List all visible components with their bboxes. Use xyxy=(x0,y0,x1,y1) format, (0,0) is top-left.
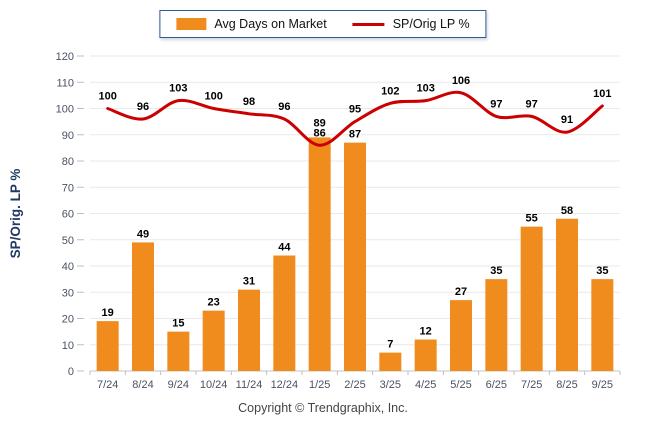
x-tick-label: 11/24 xyxy=(236,379,263,391)
line-value-label: 101 xyxy=(593,88,611,100)
line-value-label: 103 xyxy=(416,83,434,95)
x-tick-label: 2/25 xyxy=(344,379,365,391)
chart-plot: 0 10 20 30 40 50 60 70 80 90 100 110 120 7/24 8/24 9/24… xyxy=(8,51,621,391)
line-value-label: 97 xyxy=(490,98,502,110)
bar xyxy=(344,142,366,371)
bar xyxy=(273,255,296,371)
line-value-label: 102 xyxy=(381,85,399,97)
legend-label-sp-orig: SP/Orig LP % xyxy=(392,17,470,31)
x-tick-label: 3/25 xyxy=(380,379,401,391)
line-value-label: 100 xyxy=(98,91,116,103)
y-axis-title: SP/Orig. LP % xyxy=(8,169,23,259)
bar-value-label: 89 xyxy=(314,117,326,129)
bar-value-label: 55 xyxy=(526,213,538,225)
line-swatch-icon xyxy=(352,22,385,26)
bar-value-label: 7 xyxy=(387,339,393,351)
y-tick-label: 40 xyxy=(62,261,74,273)
bar-value-label: 15 xyxy=(172,318,184,330)
bar-value-label: 12 xyxy=(420,326,432,338)
x-tick-label: 7/24 xyxy=(97,379,118,391)
legend-item-avg-days: Avg Days on Market xyxy=(176,17,327,31)
bar-value-label: 35 xyxy=(490,265,502,277)
line-value-label: 91 xyxy=(561,114,573,126)
line-value-label: 96 xyxy=(278,101,290,113)
bar-value-label: 27 xyxy=(455,286,467,298)
bar xyxy=(520,226,543,371)
x-tick-label: 10/24 xyxy=(200,379,228,391)
line-value-label: 95 xyxy=(349,104,361,116)
y-tick-label: 20 xyxy=(62,314,74,326)
x-tick-label: 12/24 xyxy=(271,379,299,391)
line-value-label: 103 xyxy=(169,83,187,95)
x-tick-label: 8/24 xyxy=(132,379,153,391)
bar xyxy=(96,321,119,371)
y-tick-label: 10 xyxy=(62,340,74,352)
bar xyxy=(202,310,225,371)
x-tick-label: 7/25 xyxy=(521,379,542,391)
y-tick-label: 90 xyxy=(62,130,74,142)
bar-value-label: 35 xyxy=(596,265,608,277)
legend-item-sp-orig: SP/Orig LP % xyxy=(352,17,470,31)
line-value-label: 96 xyxy=(137,101,149,113)
y-tick-label: 50 xyxy=(62,235,74,247)
trend-line xyxy=(106,90,604,147)
bar-value-label: 44 xyxy=(278,242,291,254)
bar xyxy=(485,279,508,371)
chart-legend: Avg Days on Market SP/Orig LP % xyxy=(159,10,487,38)
y-tick-label: 80 xyxy=(62,156,74,168)
bar-value-label: 23 xyxy=(208,297,220,309)
x-tick-label: 6/25 xyxy=(486,379,507,391)
line-value-label: 97 xyxy=(526,98,538,110)
y-tick-label: 110 xyxy=(56,77,74,89)
x-tick-label: 5/25 xyxy=(450,379,471,391)
x-tick-label: 9/24 xyxy=(168,379,189,391)
line-value-label: 98 xyxy=(243,96,255,108)
legend-label-avg-days: Avg Days on Market xyxy=(214,17,327,31)
bar-value-label: 31 xyxy=(243,276,255,288)
y-tick-label: 120 xyxy=(56,51,74,63)
bar xyxy=(379,352,402,371)
bar xyxy=(414,339,437,371)
bar-value-label: 19 xyxy=(102,307,114,319)
bar xyxy=(556,218,578,371)
bar-swatch-icon xyxy=(176,18,207,30)
y-tick-label: 0 xyxy=(68,366,74,378)
bar-value-label: 87 xyxy=(349,129,361,141)
bar xyxy=(132,242,154,371)
x-tick-label: 1/25 xyxy=(309,379,330,391)
line-value-label: 86 xyxy=(314,127,326,139)
bar xyxy=(167,331,190,371)
y-tick-label: 30 xyxy=(62,287,74,299)
line-value-label: 106 xyxy=(452,75,470,87)
y-tick-label: 60 xyxy=(62,209,74,221)
copyright-text: Copyright © Trendgraphix, Inc. xyxy=(238,401,408,415)
bar xyxy=(450,300,472,371)
x-tick-label: 8/25 xyxy=(556,379,577,391)
bar-value-label: 58 xyxy=(561,205,573,217)
y-tick-label: 70 xyxy=(62,182,74,194)
bar xyxy=(308,137,331,371)
bar-value-label: 49 xyxy=(137,228,149,240)
line-value-label: 100 xyxy=(204,91,222,103)
bar xyxy=(591,279,614,371)
bar xyxy=(238,289,260,371)
x-tick-label: 4/25 xyxy=(415,379,436,391)
y-tick-label: 100 xyxy=(56,104,74,116)
x-tick-label: 9/25 xyxy=(592,379,613,391)
